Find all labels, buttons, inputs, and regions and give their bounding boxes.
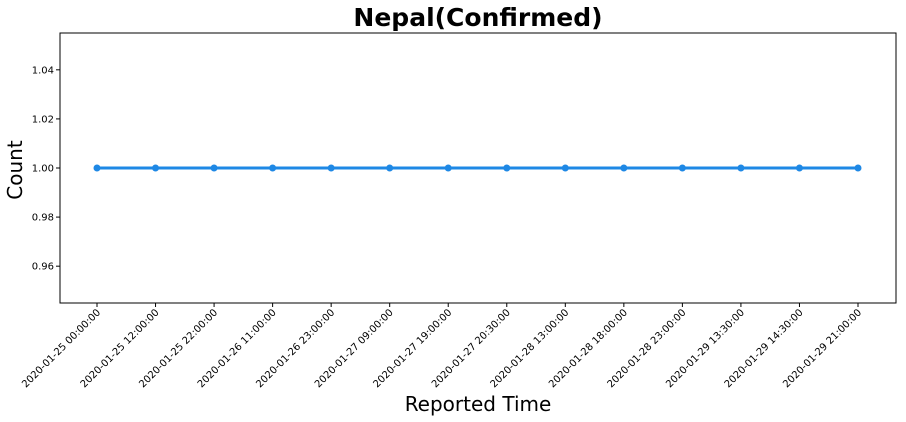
data-point (561, 164, 569, 172)
data-point (678, 164, 686, 172)
chart-title: Nepal(Confirmed) (353, 3, 602, 32)
data-point (737, 164, 745, 172)
data-point (795, 164, 803, 172)
y-tick-label: 1.04 (32, 65, 54, 76)
data-point (620, 164, 628, 172)
data-point (152, 164, 160, 172)
data-point (854, 164, 862, 172)
data-point (503, 164, 511, 172)
y-axis: 0.96 0.98 1.00 1.02 1.04 (32, 65, 60, 273)
y-tick-label: 0.98 (32, 213, 54, 224)
series-layer (93, 164, 862, 172)
data-point (93, 164, 101, 172)
data-point (210, 164, 218, 172)
data-point (269, 164, 277, 172)
x-axis-label: Reported Time (405, 392, 552, 416)
y-tick-label: 1.02 (32, 114, 54, 125)
y-axis-label: Count (3, 140, 27, 200)
data-point (444, 164, 452, 172)
y-tick-label: 0.96 (32, 262, 54, 273)
data-point (327, 164, 335, 172)
y-tick-label: 1.00 (32, 164, 54, 175)
data-point (386, 164, 394, 172)
